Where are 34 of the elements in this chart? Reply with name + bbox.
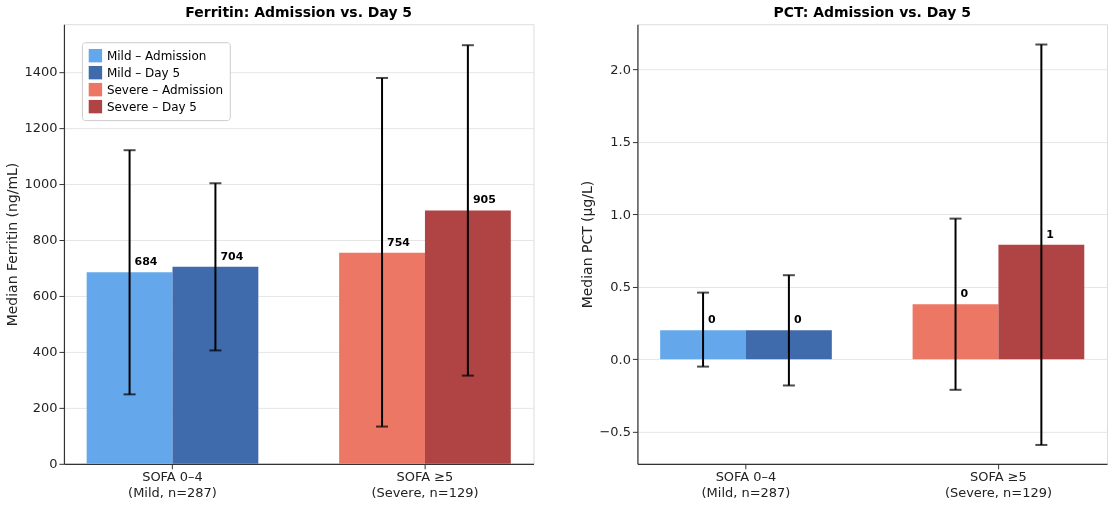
data-label: 905 [472,193,496,207]
y-tick-label: 800 [32,232,58,248]
x-tick-label: SOFA 0–4 (Mild, n=287) [701,469,791,501]
y-tick-label: 1400 [24,64,58,80]
y-tick-label: 400 [32,344,58,360]
x-tick-label: SOFA ≥5 (Severe, n=129) [944,469,1052,501]
chart-title: PCT: Admission vs. Day 5 [773,4,971,21]
y-tick-label: 1.0 [610,206,631,222]
data-label: 0 [960,287,969,301]
y-tick-label: 0.0 [610,351,631,367]
y-axis-title: Median Ferritin (ng/mL) [4,162,21,327]
chart-title: Ferritin: Admission vs. Day 5 [185,4,413,21]
y-tick-label: 1200 [24,120,58,136]
legend-label: Severe – Day 5 [106,99,197,114]
legend-label: Mild – Admission [106,48,207,63]
y-tick-label: 600 [32,288,58,304]
data-label: 684 [134,255,158,269]
legend-label: Severe – Admission [106,82,224,97]
x-tick-label: SOFA 0–4 (Mild, n=287) [128,469,217,501]
data-label: 1 [1046,227,1055,241]
y-tick-label: 1000 [24,176,58,192]
data-label: 754 [387,235,411,249]
y-tick-label: 0 [49,456,58,472]
x-tick-label: SOFA ≥5 (Severe, n=129) [371,469,479,501]
y-tick-label: 200 [32,400,58,416]
y-tick-label: 2.0 [610,61,631,77]
data-label: 0 [708,313,717,327]
y-tick-label: 0.5 [610,279,631,295]
y-tick-label: −0.5 [599,424,631,440]
y-axis-title: Median PCT (µg/L) [579,180,596,309]
y-tick-label: 1.5 [610,134,631,150]
data-label: 0 [793,313,802,327]
legend-label: Mild – Day 5 [106,65,181,80]
data-label: 704 [220,249,244,263]
